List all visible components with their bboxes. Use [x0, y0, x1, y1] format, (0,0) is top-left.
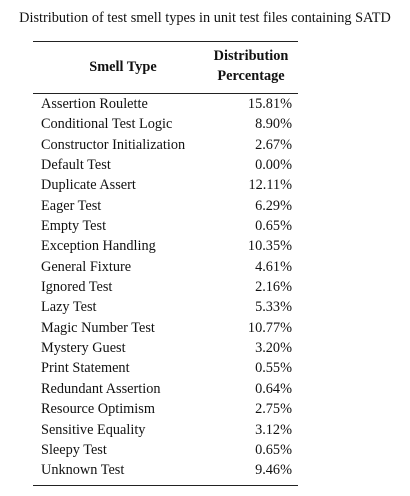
smell-type-cell: Empty Test: [41, 216, 106, 236]
distribution-percentage-cell: 8.90%: [255, 114, 292, 134]
smell-type-cell: Conditional Test Logic: [41, 114, 172, 134]
smell-type-cell: Eager Test: [41, 196, 101, 216]
smell-type-cell: Print Statement: [41, 358, 130, 378]
table-row: Empty Test 0.65%: [33, 216, 298, 236]
smell-type-cell: Lazy Test: [41, 297, 97, 317]
table-row: Eager Test 6.29%: [33, 196, 298, 216]
distribution-percentage-cell: 5.33%: [255, 297, 292, 317]
smell-type-cell: Resource Optimism: [41, 399, 155, 419]
smell-type-cell: Duplicate Assert: [41, 175, 136, 195]
smell-type-cell: Unknown Test: [41, 460, 124, 480]
smell-type-cell: Assertion Roulette: [41, 94, 148, 114]
smell-type-cell: Magic Number Test: [41, 318, 155, 338]
smell-type-cell: Mystery Guest: [41, 338, 126, 358]
table-row: Resource Optimism 2.75%: [33, 399, 298, 419]
table-row: Lazy Test 5.33%: [33, 297, 298, 317]
table-row: Sleepy Test 0.65%: [33, 440, 298, 460]
distribution-percentage-cell: 2.16%: [255, 277, 292, 297]
distribution-percentage-cell: 0.65%: [255, 216, 292, 236]
distribution-percentage-cell: 10.77%: [248, 318, 292, 338]
table-row: Exception Handling 10.35%: [33, 236, 298, 256]
distribution-percentage-cell: 2.75%: [255, 399, 292, 419]
header-distribution-line2: Percentage: [201, 66, 301, 86]
smell-type-cell: Redundant Assertion: [41, 379, 161, 399]
table-row: General Fixture 4.61%: [33, 257, 298, 277]
table-row: Redundant Assertion 0.64%: [33, 379, 298, 399]
header-distribution-line1: Distribution: [201, 46, 301, 66]
table-row: Conditional Test Logic 8.90%: [33, 114, 298, 134]
distribution-percentage-cell: 0.00%: [255, 155, 292, 175]
smell-type-cell: Constructor Initialization: [41, 135, 185, 155]
distribution-percentage-cell: 12.11%: [248, 175, 292, 195]
smell-type-cell: Exception Handling: [41, 236, 156, 256]
smell-type-cell: General Fixture: [41, 257, 131, 277]
header-distribution-percentage: Distribution Percentage: [201, 46, 301, 86]
table-row: Duplicate Assert 12.11%: [33, 175, 298, 195]
distribution-percentage-cell: 4.61%: [255, 257, 292, 277]
table-row: Default Test 0.00%: [33, 155, 298, 175]
table-row: Magic Number Test 10.77%: [33, 318, 298, 338]
distribution-percentage-cell: 0.65%: [255, 440, 292, 460]
table-row: Constructor Initialization 2.67%: [33, 135, 298, 155]
distribution-percentage-cell: 10.35%: [248, 236, 292, 256]
distribution-percentage-cell: 0.55%: [255, 358, 292, 378]
table-row: Ignored Test 2.16%: [33, 277, 298, 297]
distribution-percentage-cell: 0.64%: [255, 379, 292, 399]
smell-type-cell: Default Test: [41, 155, 111, 175]
bottom-rule: [33, 485, 298, 486]
distribution-percentage-cell: 9.46%: [255, 460, 292, 480]
distribution-percentage-cell: 15.81%: [248, 94, 292, 114]
distribution-percentage-cell: 3.20%: [255, 338, 292, 358]
smell-type-cell: Ignored Test: [41, 277, 112, 297]
table-row: Print Statement 0.55%: [33, 358, 298, 378]
smell-type-cell: Sleepy Test: [41, 440, 107, 460]
distribution-percentage-cell: 2.67%: [255, 135, 292, 155]
table-body: Assertion Roulette 15.81% Conditional Test…: [33, 94, 298, 481]
table-row: Assertion Roulette 15.81%: [33, 94, 298, 114]
table-caption: Distribution of test smell types in unit…: [0, 9, 410, 27]
distribution-percentage-cell: 6.29%: [255, 196, 292, 216]
distribution-percentage-cell: 3.12%: [255, 420, 292, 440]
smell-type-cell: Sensitive Equality: [41, 420, 145, 440]
header-smell-type: Smell Type: [33, 58, 213, 76]
table-row: Sensitive Equality 3.12%: [33, 420, 298, 440]
table-row: Mystery Guest 3.20%: [33, 338, 298, 358]
table-header: Smell Type Distribution Percentage: [33, 41, 298, 93]
table-row: Unknown Test 9.46%: [33, 460, 298, 480]
